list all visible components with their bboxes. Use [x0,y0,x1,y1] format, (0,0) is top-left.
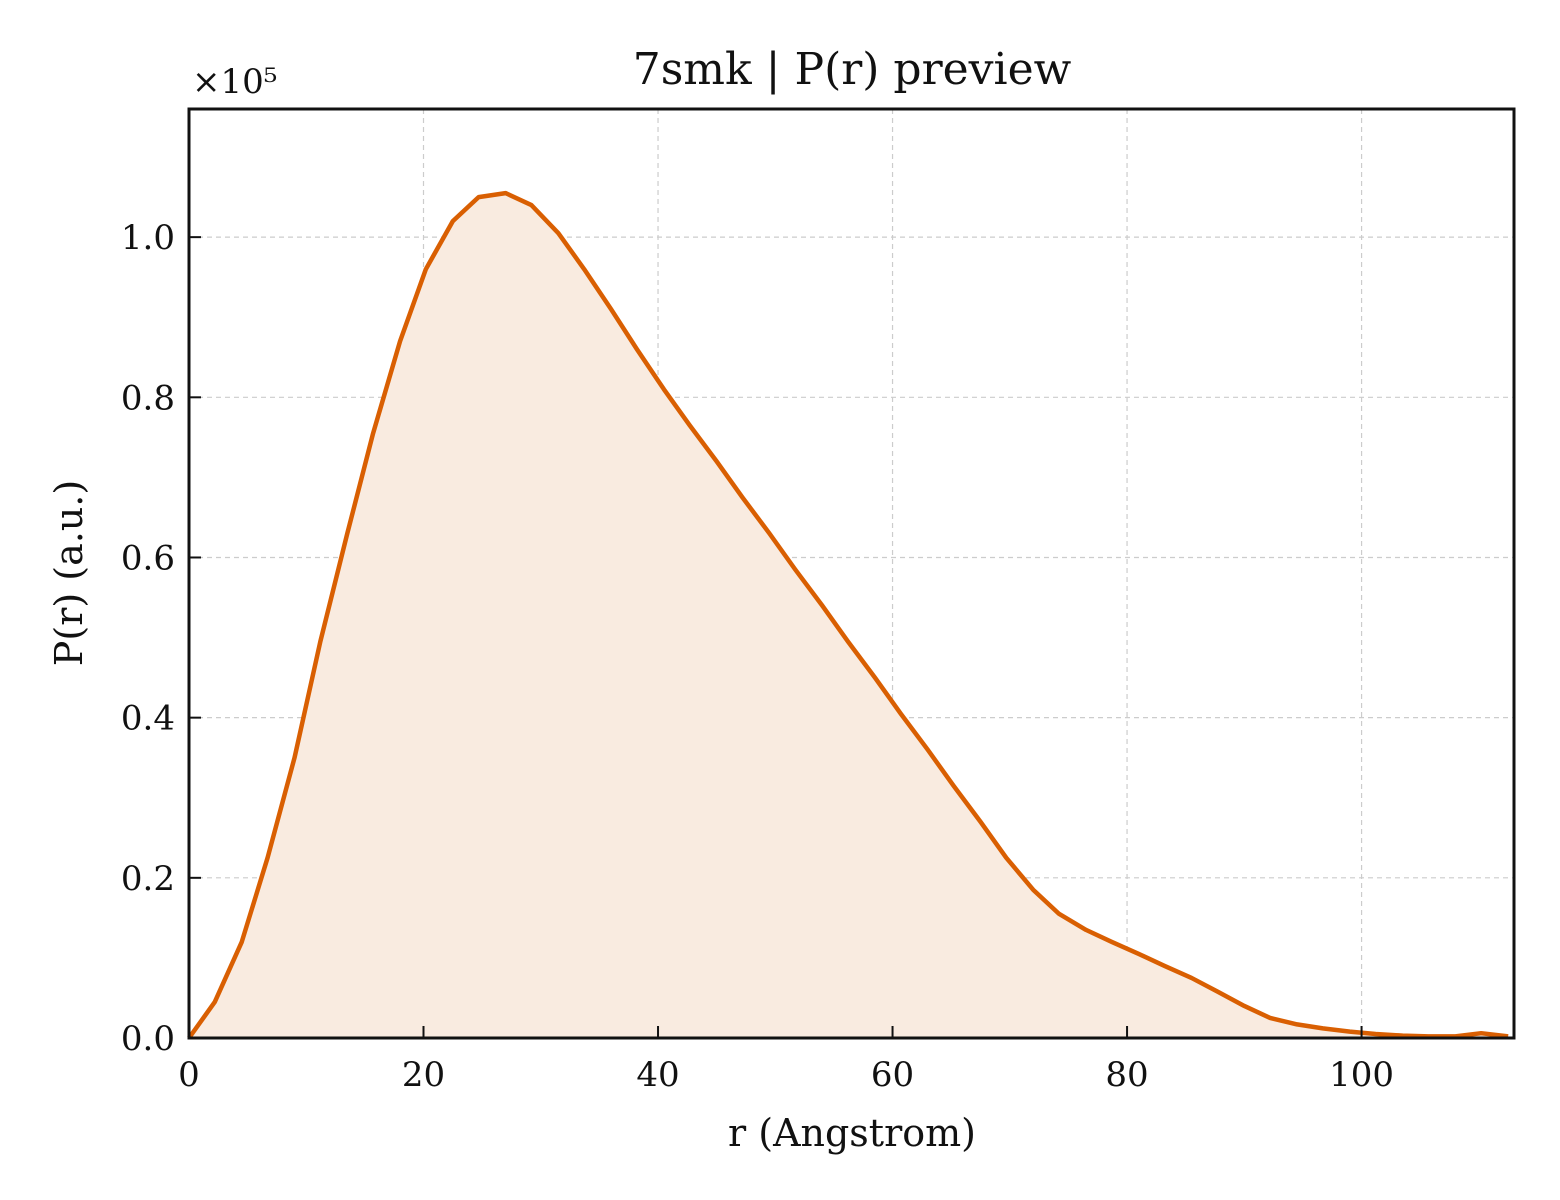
x-axis-label: r (Angstrom) [728,1111,976,1155]
x-tick-label: 40 [636,1055,679,1095]
x-tick-label: 0 [178,1055,200,1095]
y-tick-label: 0.6 [121,538,175,578]
plot-frame [187,107,1516,1040]
x-tick-label: 60 [871,1055,914,1095]
y-tick-label: 1.0 [121,218,175,258]
y-tick-label: 0.4 [121,699,175,739]
y-tick-label: 0.8 [121,378,175,418]
y-tick-label: 0.2 [121,859,175,899]
y-axis-label: P(r) (a.u.) [47,480,91,666]
y-multiplier: ×10⁵ [192,62,277,102]
x-tick-label: 20 [402,1055,445,1095]
tick-layer: 0 20 40 60 80 100 0.0 0.2 0.4 0.6 0.8 1.0 [121,218,1394,1095]
y-tick-label: 0.0 [121,1019,175,1059]
pr-area-fill [189,193,1509,1039]
x-tick-label: 100 [1329,1055,1394,1095]
pr-line [187,190,1509,1040]
x-tick-label: 80 [1105,1055,1148,1095]
chart-title: 7smk | P(r) preview [633,44,1072,95]
